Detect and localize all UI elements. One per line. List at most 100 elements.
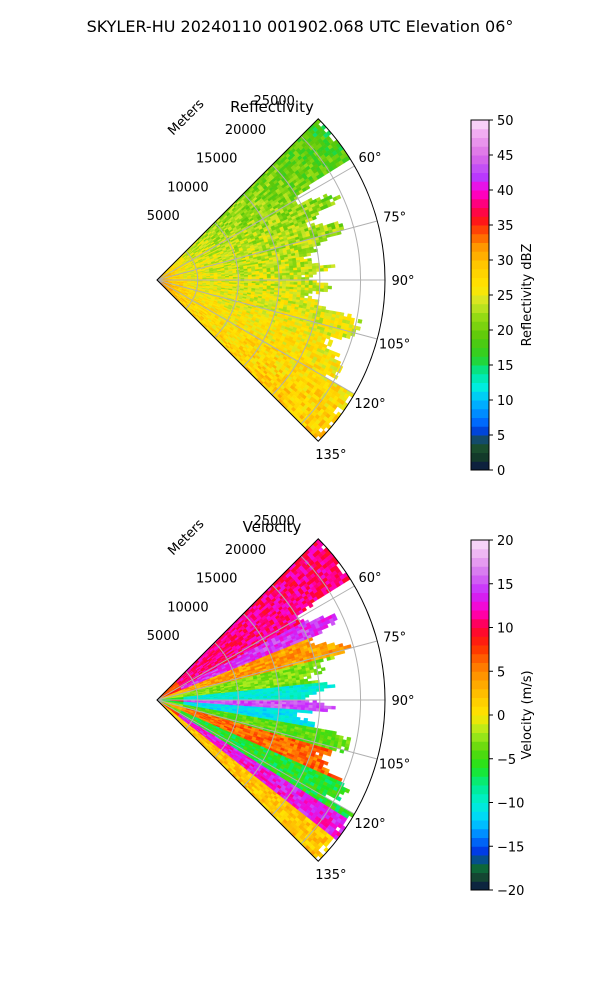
field-cell	[355, 325, 361, 331]
colorbar-step	[471, 408, 489, 418]
colorbar-step	[471, 312, 489, 322]
colorbar-tick-label: 35	[497, 219, 514, 234]
colorbar-step	[471, 181, 489, 191]
field-cell	[289, 286, 294, 290]
field-cell	[289, 282, 295, 286]
field-cell	[259, 276, 264, 279]
field-cell	[308, 282, 314, 286]
field-cell	[323, 267, 329, 272]
field-cell	[274, 281, 279, 285]
colorbar-step	[471, 373, 489, 383]
field-cell	[293, 269, 298, 274]
field-cell	[300, 287, 306, 291]
field-cell	[311, 265, 317, 270]
field-cell	[311, 263, 317, 267]
field-cell	[357, 318, 363, 324]
colorbar-step	[471, 277, 489, 287]
field-cell	[259, 274, 264, 277]
velocity-field	[157, 538, 355, 859]
field-cell	[319, 265, 325, 269]
colorbar-step	[471, 251, 489, 261]
range-tick-label: 20000	[225, 123, 266, 138]
field-cell	[312, 268, 317, 273]
range-tick-label: 5000	[147, 209, 180, 224]
field-cell	[270, 273, 275, 277]
colorbar-step	[471, 163, 489, 173]
field-cell	[282, 281, 287, 285]
field-cell	[300, 284, 306, 289]
velocity-panel: Velocity 50001000015000200002500060°75°9…	[147, 514, 415, 883]
field-cell	[263, 275, 268, 279]
field-cell	[270, 281, 276, 285]
field-cell	[251, 276, 257, 279]
colorbar-step	[471, 400, 489, 410]
field-cell	[285, 284, 291, 288]
colorbar-step	[471, 338, 489, 348]
colorbar-step	[471, 190, 489, 200]
colorbar-tick-label: 15	[497, 359, 514, 374]
azimuth-tick-label: 75°	[383, 210, 406, 225]
colorbar-tick-label: 20	[497, 324, 514, 339]
azimuth-tick-label: 60°	[358, 151, 381, 166]
field-cell	[263, 281, 268, 285]
colorbar-step	[471, 128, 489, 138]
field-cell	[285, 282, 291, 285]
colorbar-step	[471, 452, 489, 462]
colorbar-step	[471, 435, 489, 445]
field-cell	[323, 282, 329, 287]
colorbar-step	[471, 295, 489, 305]
colorbar-step	[471, 347, 489, 357]
field-cell	[304, 292, 309, 297]
field-cell	[300, 266, 306, 271]
field-cell	[304, 271, 310, 276]
field-cell	[304, 274, 310, 278]
field-cell	[306, 252, 312, 257]
field-cell	[285, 275, 291, 278]
field-cell	[270, 275, 276, 279]
field-cell	[300, 271, 306, 276]
colorbar-step	[471, 443, 489, 453]
field-cell	[309, 249, 315, 254]
colorbar-step	[471, 286, 489, 296]
field-cell	[293, 282, 298, 286]
field-cell	[285, 270, 291, 274]
colorbar-step	[471, 207, 489, 217]
field-cell	[289, 272, 294, 276]
colorbar-label: Reflectivity dBZ	[520, 244, 535, 347]
colorbar-step	[471, 260, 489, 270]
field-cell	[289, 270, 294, 274]
colorbar-step	[471, 137, 489, 147]
field-cell	[308, 274, 314, 278]
colorbar-step	[471, 382, 489, 392]
field-cell	[327, 285, 332, 290]
colorbar-step	[471, 155, 489, 165]
field-cell	[304, 284, 310, 289]
field-cell	[323, 288, 329, 293]
colorbar-tick-label: 30	[497, 254, 514, 269]
field-cell	[304, 185, 311, 191]
field-cell	[297, 284, 302, 288]
field-cell	[323, 285, 329, 290]
field-cell	[327, 264, 332, 269]
field-cell	[323, 264, 328, 269]
field-cell	[297, 282, 302, 286]
range-tick-label: 10000	[167, 180, 208, 195]
field-cell	[289, 284, 294, 288]
reflectivity-field	[157, 118, 363, 439]
field-cell	[297, 274, 302, 278]
field-cell	[266, 275, 272, 279]
field-cell	[293, 272, 298, 276]
field-cell	[319, 268, 325, 272]
field-cell	[240, 276, 245, 279]
colorbar-tick-label: 45	[497, 149, 514, 164]
field-cell	[297, 269, 302, 273]
figure-title: SKYLER-HU 20240110 001902.068 UTC Elevat…	[87, 17, 514, 36]
field-cell	[312, 285, 317, 289]
colorbar-step	[471, 198, 489, 208]
field-cell	[308, 290, 313, 294]
field-cell	[319, 285, 325, 290]
field-cell	[312, 287, 317, 292]
colorbar-step	[471, 365, 489, 375]
